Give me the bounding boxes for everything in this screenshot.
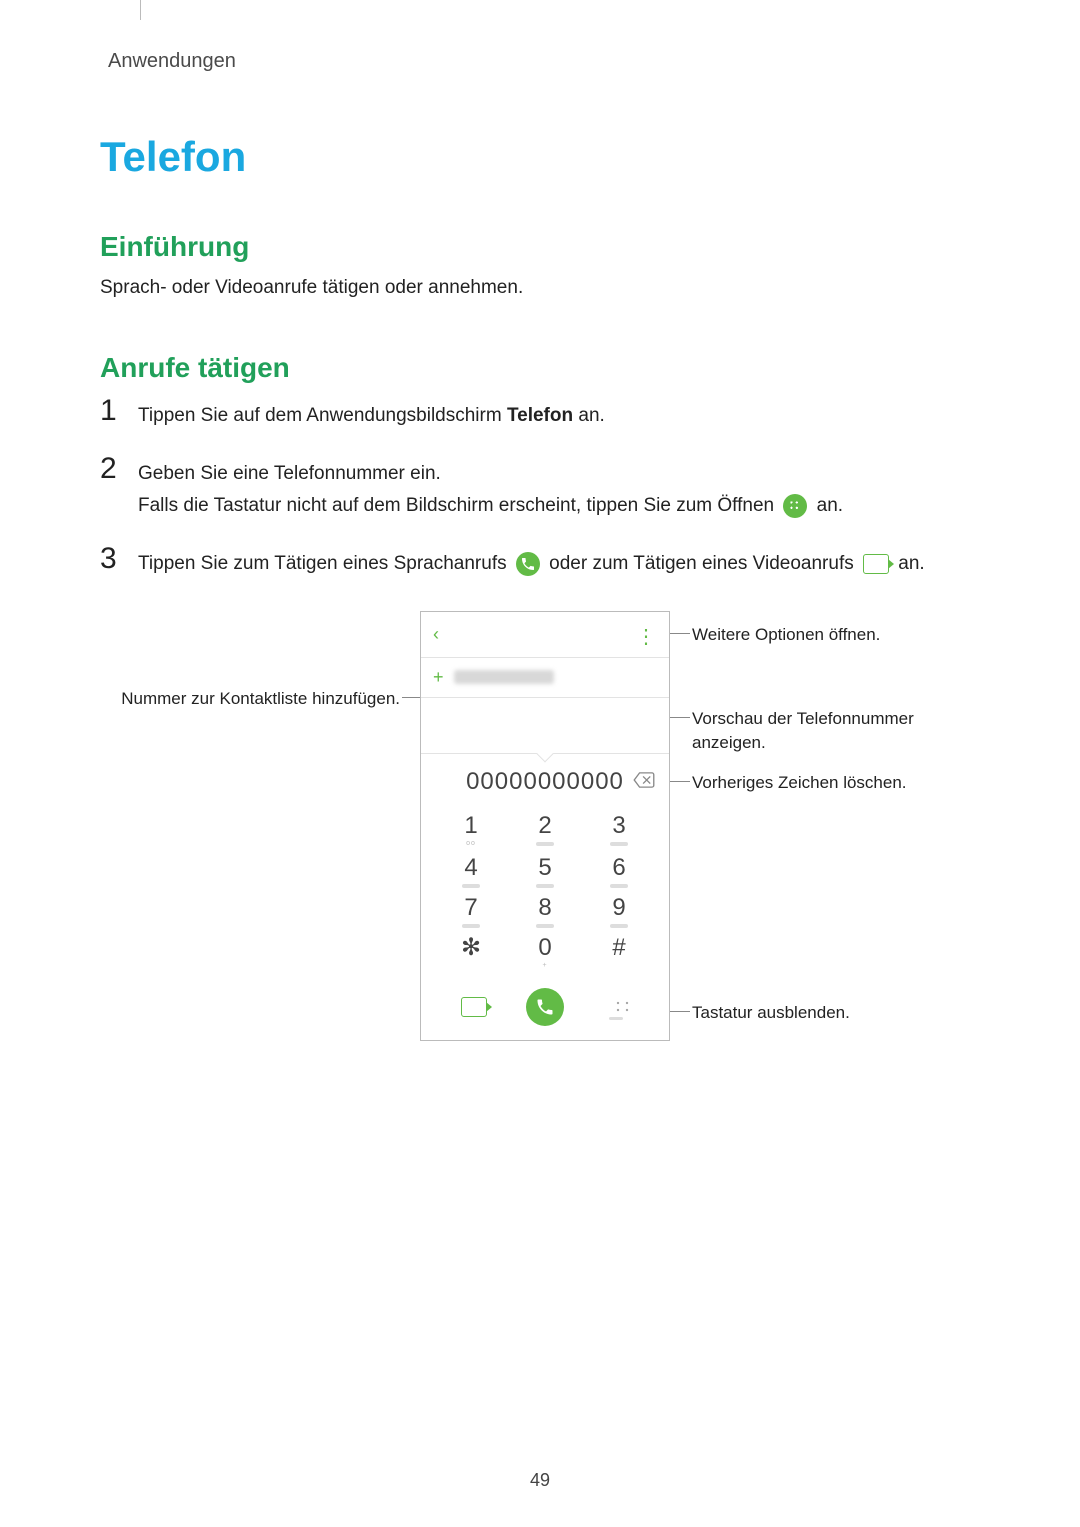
header-rule — [140, 0, 141, 20]
section-heading-calls: Anrufe tätigen — [100, 352, 980, 384]
more-icon[interactable]: ⋮ — [636, 624, 657, 649]
dialed-number-row: 00000000000 — [421, 754, 669, 810]
step-2-line1: Geben Sie eine Telefonnummer ein. — [138, 463, 441, 484]
key-6[interactable]: 6 — [589, 856, 649, 888]
step-1: 1 Tippen Sie auf dem Anwendungsbildschir… — [100, 396, 980, 432]
action-row — [421, 978, 669, 1038]
step-3-post: an. — [898, 553, 924, 574]
phone-top-bar: ‹ ⋮ — [421, 612, 669, 658]
plus-icon: + — [433, 667, 444, 688]
step-2-line2-post: an. — [817, 495, 843, 516]
step-number: 3 — [100, 544, 138, 574]
contact-name-placeholder — [454, 670, 554, 684]
page-number: 49 — [530, 1470, 550, 1491]
key-star[interactable]: ✻ — [441, 936, 501, 970]
phone-mock: ‹ ⋮ + 00000000000 — [420, 611, 670, 1041]
key-7[interactable]: 7 — [441, 896, 501, 928]
key-9[interactable]: 9 — [589, 896, 649, 928]
voice-call-button[interactable] — [526, 988, 564, 1026]
key-4[interactable]: 4 — [441, 856, 501, 888]
key-5[interactable]: 5 — [515, 856, 575, 888]
step-3: 3 Tippen Sie zum Tätigen eines Sprachanr… — [100, 544, 980, 580]
step-3-pre: Tippen Sie zum Tätigen eines Sprachanruf… — [138, 553, 512, 574]
dialed-number: 00000000000 — [466, 768, 624, 796]
number-preview-row[interactable] — [421, 698, 669, 754]
key-hash[interactable]: # — [589, 936, 649, 970]
callout-backspace-label: Vorheriges Zeichen löschen. — [692, 773, 907, 792]
step-1-text-post: an. — [573, 405, 605, 426]
key-1[interactable]: 1oo — [441, 814, 501, 848]
step-1-bold: Telefon — [507, 405, 573, 426]
key-3[interactable]: 3 — [589, 814, 649, 848]
intro-text: Sprach- oder Videoanrufe tätigen oder an… — [100, 275, 980, 302]
video-call-button[interactable] — [461, 997, 487, 1017]
callout-add-contact-label: Nummer zur Kontaktliste hinzufügen. — [121, 689, 400, 708]
step-number: 1 — [100, 396, 138, 426]
step-2: 2 Geben Sie eine Telefonnummer ein. Fall… — [100, 454, 980, 523]
step-number: 2 — [100, 454, 138, 484]
step-2-line2-pre: Falls die Tastatur nicht auf dem Bildsch… — [138, 495, 779, 516]
callout-more-options-label: Weitere Optionen öffnen. — [692, 625, 880, 644]
key-2[interactable]: 2 — [515, 814, 575, 848]
step-1-text-pre: Tippen Sie auf dem Anwendungsbildschirm — [138, 405, 507, 426]
callout-add-contact: Nummer zur Kontaktliste hinzufügen. — [100, 687, 400, 711]
video-call-icon — [863, 554, 889, 574]
key-8[interactable]: 8 — [515, 896, 575, 928]
callout-hide-keypad: Tastatur ausblenden. — [692, 1001, 932, 1025]
callout-more-options: Weitere Optionen öffnen. — [692, 623, 932, 647]
keypad-open-icon — [783, 494, 807, 518]
dialer-figure: Nummer zur Kontaktliste hinzufügen. Weit… — [140, 611, 940, 1071]
back-icon[interactable]: ‹ — [433, 624, 439, 645]
callout-preview: Vorschau der Telefonnummer anzeigen. — [692, 707, 952, 755]
callout-hide-keypad-label: Tastatur ausblenden. — [692, 1003, 850, 1022]
add-contact-row[interactable]: + — [421, 658, 669, 698]
key-0[interactable]: 0+ — [515, 936, 575, 970]
section-heading-intro: Einführung — [100, 231, 980, 263]
backspace-button[interactable] — [633, 772, 655, 793]
breadcrumb: Anwendungen — [108, 50, 980, 73]
callout-backspace: Vorheriges Zeichen löschen. — [692, 771, 932, 795]
voice-call-icon — [516, 552, 540, 576]
step-3-mid: oder zum Tätigen eines Videoanrufs — [549, 553, 859, 574]
page-title: Telefon — [100, 133, 980, 181]
callout-preview-label: Vorschau der Telefonnummer anzeigen. — [692, 709, 914, 752]
hide-keypad-button[interactable] — [603, 994, 629, 1020]
keypad: 1oo 2 3 4 5 6 7 8 9 ✻ — [421, 810, 669, 970]
